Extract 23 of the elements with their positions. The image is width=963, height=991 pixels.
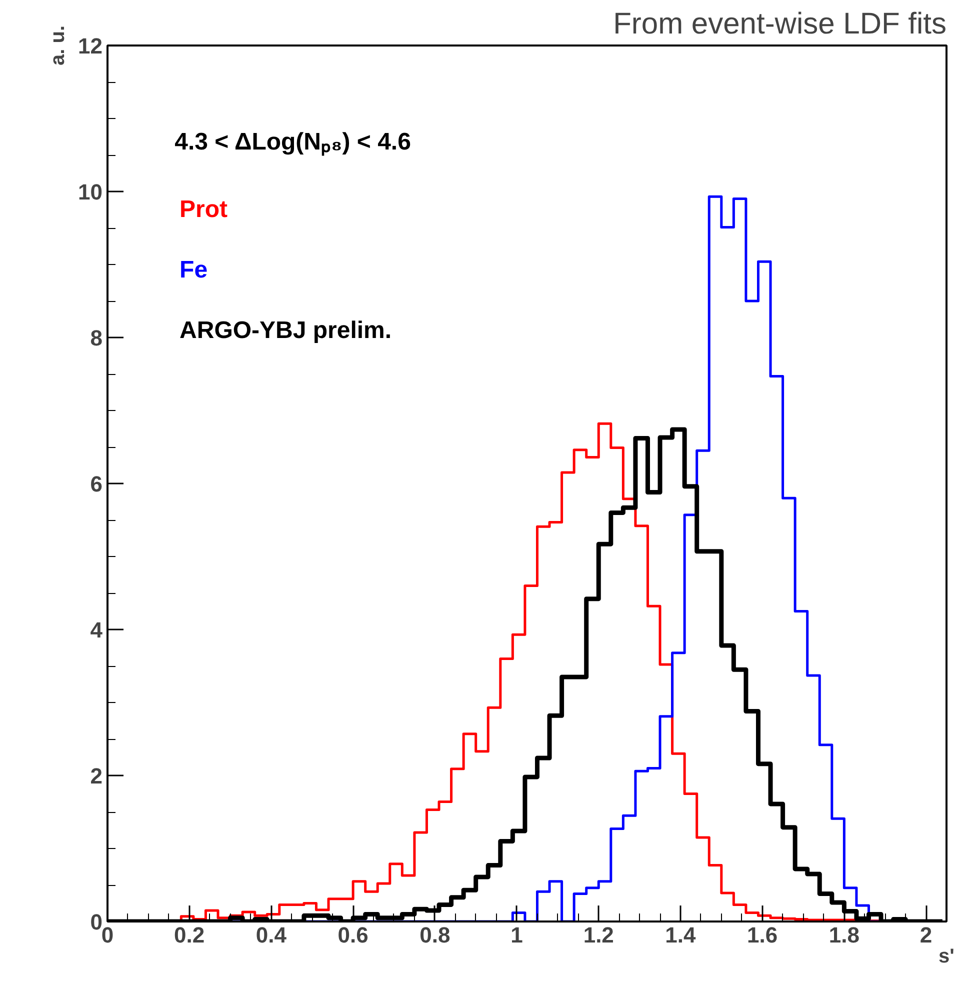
x-tick-label: 2	[920, 922, 932, 948]
x-tick-label: 0.2	[174, 922, 205, 948]
x-tick-label: 1	[510, 922, 523, 948]
x-tick-label: 1.6	[747, 922, 778, 948]
y-tick-label: 12	[78, 34, 103, 58]
chart-title: From event-wise LDF fits	[613, 8, 947, 40]
x-tick-label: 0.8	[420, 922, 450, 948]
x-tick-label: 1.2	[583, 922, 614, 948]
y-tick-label: 10	[78, 180, 103, 204]
y-tick-label: 6	[90, 472, 103, 496]
legend-title: 4.3 < ΔLog(Nₚ₈) < 4.6	[174, 128, 411, 156]
y-axis-title: a. u.	[47, 25, 70, 66]
x-tick-label: 1.4	[665, 922, 697, 948]
x-tick-label: 0.4	[256, 922, 288, 948]
text: Fe	[180, 256, 208, 284]
text: Prot	[180, 196, 228, 224]
x-tick-label: 1.8	[828, 922, 860, 948]
x-tick-label: 0.6	[338, 922, 368, 948]
y-tick-label: 8	[90, 326, 103, 350]
y-tick-label: 2	[90, 764, 103, 788]
legend-label: ARGO-YBJ prelim.	[180, 316, 392, 344]
y-tick-label: 4	[90, 618, 104, 642]
x-axis-title: s'	[938, 946, 954, 968]
